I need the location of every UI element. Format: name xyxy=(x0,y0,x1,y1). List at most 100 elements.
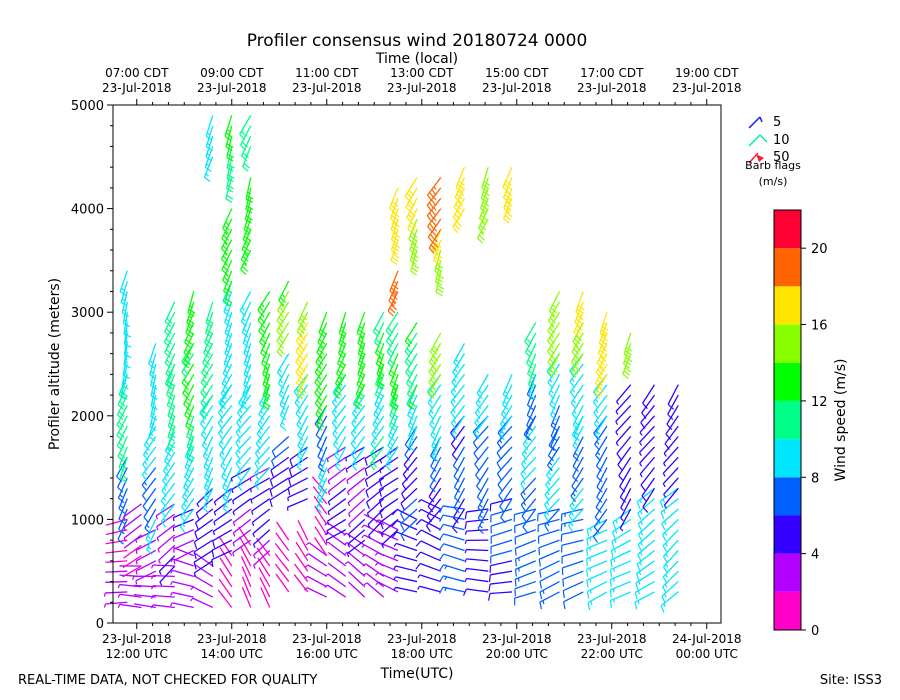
wind-barb xyxy=(243,343,252,365)
barb-feather xyxy=(665,433,672,441)
wind-barb xyxy=(639,456,655,475)
barb-half-feather xyxy=(454,368,458,373)
wind-barb xyxy=(637,529,655,546)
barb-feather xyxy=(599,356,607,363)
wind-barb xyxy=(619,467,632,487)
wind-barb xyxy=(186,436,195,458)
wind-barb xyxy=(390,208,399,230)
wind-barb xyxy=(326,518,347,532)
barb-half-feather xyxy=(225,273,229,277)
barb-feather xyxy=(570,402,577,410)
barb-half-feather xyxy=(343,532,347,536)
barb-feather xyxy=(376,349,383,356)
wind-barb xyxy=(278,374,290,395)
wind-barb xyxy=(218,578,233,598)
wind-barb xyxy=(400,508,418,525)
barb-half-feather xyxy=(522,480,526,485)
wind-barb xyxy=(395,565,418,572)
top-tick-time: 11:00 CDT xyxy=(295,66,359,80)
barb-half-feather xyxy=(638,571,642,576)
barb-feather xyxy=(432,355,439,362)
barb-feather xyxy=(186,436,193,442)
barb-half-feather xyxy=(596,441,600,445)
barb-feather xyxy=(377,360,384,366)
barb-feather xyxy=(477,507,484,514)
barb-half-feather xyxy=(157,548,160,553)
wind-barb xyxy=(572,405,584,426)
wind-barb xyxy=(239,546,252,567)
barb-feather xyxy=(575,318,583,324)
barb-half-feather xyxy=(359,336,364,340)
barb-feather xyxy=(474,432,480,440)
wind-barb xyxy=(152,604,175,609)
barb-feather xyxy=(609,589,612,598)
wind-barb xyxy=(642,384,656,404)
barb-half-feather xyxy=(205,473,210,478)
barb-feather xyxy=(483,180,491,186)
barb-feather xyxy=(438,533,444,541)
barb-profile-14 xyxy=(361,311,385,598)
barb-feather xyxy=(427,505,434,513)
barb-half-feather xyxy=(501,420,506,425)
wind-barb xyxy=(428,394,442,414)
x-tick-date: 23-Jul-2018 xyxy=(577,632,647,646)
barb-feather xyxy=(317,487,325,493)
wind-barb xyxy=(481,166,489,189)
barb-feather xyxy=(225,132,233,138)
wind-barb xyxy=(379,487,399,501)
barb-feather xyxy=(357,353,365,359)
barb-feather xyxy=(352,403,359,410)
wind-barb xyxy=(333,425,347,445)
barb-half-feather xyxy=(548,471,552,476)
barb-feather xyxy=(166,384,174,390)
wind-barb xyxy=(515,560,537,570)
barb-feather xyxy=(432,241,439,248)
top-tick-date: 23-Jul-2018 xyxy=(102,81,172,95)
barb-feather xyxy=(118,528,125,535)
barb-feather xyxy=(364,468,368,477)
barb-feather xyxy=(544,525,550,532)
barb-feather xyxy=(430,455,437,462)
barb-half-feather xyxy=(389,442,393,446)
barb-feather xyxy=(316,400,323,407)
barb-feather xyxy=(223,224,230,231)
barb-feather xyxy=(390,411,398,418)
barb-feather xyxy=(222,245,229,252)
wind-barb xyxy=(496,425,513,444)
barb-feather xyxy=(185,338,193,345)
barb-feather xyxy=(184,359,191,366)
barb-feather xyxy=(548,320,555,327)
wind-barb xyxy=(297,520,309,541)
wind-barb xyxy=(327,467,347,482)
barb-feather xyxy=(338,359,345,366)
barb-half-feather xyxy=(552,304,556,308)
barb-feather xyxy=(205,339,213,345)
barb-feather xyxy=(117,414,124,421)
wind-barb xyxy=(200,415,214,435)
barb-feather xyxy=(182,393,189,400)
barb-feather xyxy=(412,253,419,259)
barb-feather xyxy=(237,412,243,419)
wind-barb xyxy=(347,477,366,493)
barb-feather xyxy=(297,321,305,327)
barb-feather xyxy=(293,391,299,398)
wind-barb xyxy=(528,374,537,396)
barb-feather xyxy=(400,503,405,511)
wind-barb xyxy=(473,436,489,454)
barb-feather xyxy=(254,462,260,470)
barb-half-feather xyxy=(353,450,357,455)
barb-feather xyxy=(223,266,230,272)
barb-feather xyxy=(221,248,228,255)
barb-feather xyxy=(364,479,369,487)
barb-feather xyxy=(242,239,250,245)
wind-barb xyxy=(420,551,442,562)
barb-feather xyxy=(259,306,265,313)
wind-barb xyxy=(345,446,366,459)
barb-feather xyxy=(244,229,251,235)
wind-barb xyxy=(211,549,233,561)
barb-feather xyxy=(487,593,491,601)
barb-feather xyxy=(299,376,306,383)
barb-feather xyxy=(388,300,395,307)
barb-feather xyxy=(224,287,232,293)
barb-half-feather xyxy=(220,440,224,445)
